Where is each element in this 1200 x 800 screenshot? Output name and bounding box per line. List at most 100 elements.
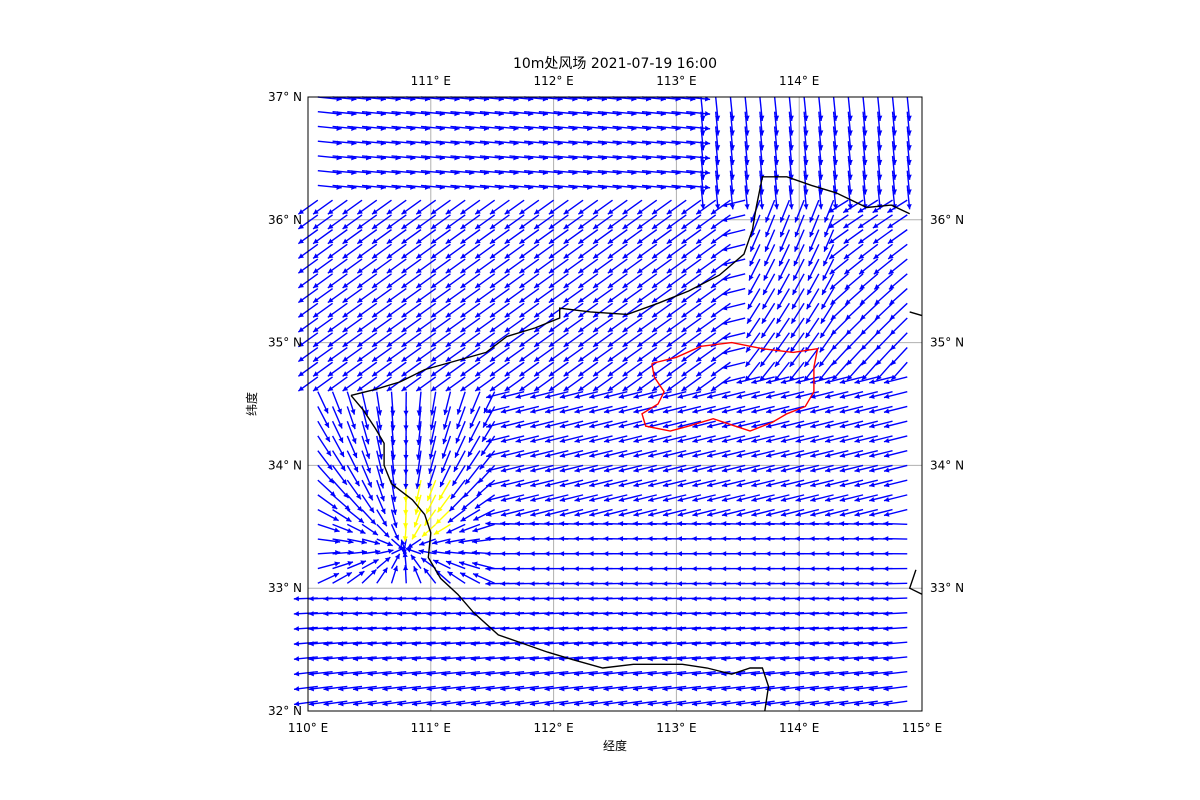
wind-arrow [809, 611, 834, 617]
wind-arrow [736, 479, 761, 488]
wind-arrow [342, 346, 363, 363]
wind-arrow [518, 302, 540, 318]
wind-arrow [824, 464, 849, 473]
wind-arrow [710, 199, 731, 215]
wind-arrow [312, 346, 333, 363]
wind-arrow [749, 229, 761, 252]
wind-arrow [618, 508, 643, 517]
wind-arrow [470, 671, 495, 677]
wind-arrow [415, 435, 422, 460]
wind-arrow [474, 273, 496, 289]
wind-arrow [780, 420, 805, 429]
wind-arrow [780, 508, 805, 517]
wind-arrow [810, 449, 834, 458]
wind-arrow [662, 626, 687, 632]
wind-arrow [744, 155, 750, 180]
wind-arrow [695, 258, 717, 274]
wind-arrow [548, 214, 569, 230]
wind-arrow [332, 538, 354, 545]
wind-arrow [559, 405, 584, 414]
wind-arrow [426, 671, 451, 677]
wind-arrow [603, 685, 628, 692]
wind-arrow [397, 671, 422, 677]
wind-arrow [839, 700, 864, 707]
wind-arrow [883, 566, 908, 572]
wind-arrow [832, 141, 839, 166]
wind-arrow [810, 405, 834, 414]
wind-arrow [416, 421, 422, 446]
wind-arrow [778, 244, 791, 267]
wind-arrow [714, 185, 721, 210]
wind-arrow [721, 641, 746, 647]
wind-arrow [773, 111, 780, 136]
wind-arrow [789, 332, 805, 353]
wind-arrow [588, 700, 613, 707]
wind-arrow [472, 573, 495, 584]
wind-arrow [810, 435, 834, 444]
wind-arrow [489, 273, 510, 289]
wind-arrow [430, 376, 451, 392]
wind-arrow [869, 391, 893, 399]
wind-arrow [883, 700, 908, 707]
wind-arrow [607, 317, 628, 333]
wind-arrow [515, 435, 540, 444]
wind-arrow [888, 258, 908, 275]
wind-arrow [744, 126, 750, 151]
wind-arrow [518, 376, 540, 392]
wind-arrow [460, 361, 481, 377]
wind-arrow [445, 302, 466, 318]
wind-arrow [376, 523, 390, 538]
wind-arrow [371, 258, 392, 274]
wind-arrow [559, 449, 584, 458]
wind-arrow [695, 229, 717, 245]
wind-arrow [774, 347, 790, 368]
wind-arrow [618, 641, 643, 647]
wind-arrow [633, 494, 657, 503]
wind-arrow [312, 302, 333, 318]
wind-arrow [455, 656, 480, 662]
wind-arrow [824, 700, 849, 707]
wind-arrow [759, 141, 765, 166]
wind-arrow [632, 626, 657, 632]
wind-arrow [788, 170, 794, 195]
wind-arrow [559, 671, 584, 677]
wind-arrow [662, 685, 687, 692]
wind-arrow [544, 420, 569, 429]
wind-arrow [746, 302, 761, 325]
wind-arrow [342, 273, 363, 289]
wind-arrow [780, 656, 805, 662]
wind-arrow [548, 199, 569, 215]
wind-arrow [456, 700, 481, 707]
wind-arrow [331, 450, 346, 472]
wind-arrow [577, 288, 599, 304]
wind-arrow [691, 671, 716, 677]
wind-arrow [430, 229, 451, 245]
wind-arrow [603, 420, 628, 429]
wind-arrow [518, 229, 540, 245]
wind-arrow [544, 611, 569, 617]
wind-arrow [777, 258, 791, 281]
wind-arrow [839, 405, 864, 414]
wind-arrow [530, 391, 554, 399]
wind-arrow [603, 405, 628, 414]
wind-arrow [485, 494, 510, 503]
wind-arrow [346, 420, 357, 444]
wind-arrow [390, 406, 396, 431]
wind-arrow [382, 641, 407, 647]
wind-arrow [889, 317, 908, 336]
wind-arrow [367, 685, 392, 692]
wind-arrow [331, 464, 348, 486]
wind-arrow [386, 199, 407, 215]
wind-arrow [312, 288, 333, 304]
wind-arrow [692, 435, 716, 444]
wind-arrow [415, 346, 437, 363]
wind-arrow [331, 420, 344, 444]
wind-arrow [346, 465, 361, 487]
wind-arrow [356, 273, 378, 289]
wind-arrow [676, 641, 702, 647]
wind-arrow [729, 126, 735, 151]
wind-arrow [500, 685, 525, 692]
wind-arrow [906, 155, 912, 180]
wind-arrow [338, 700, 363, 707]
wind-arrow [824, 435, 849, 444]
